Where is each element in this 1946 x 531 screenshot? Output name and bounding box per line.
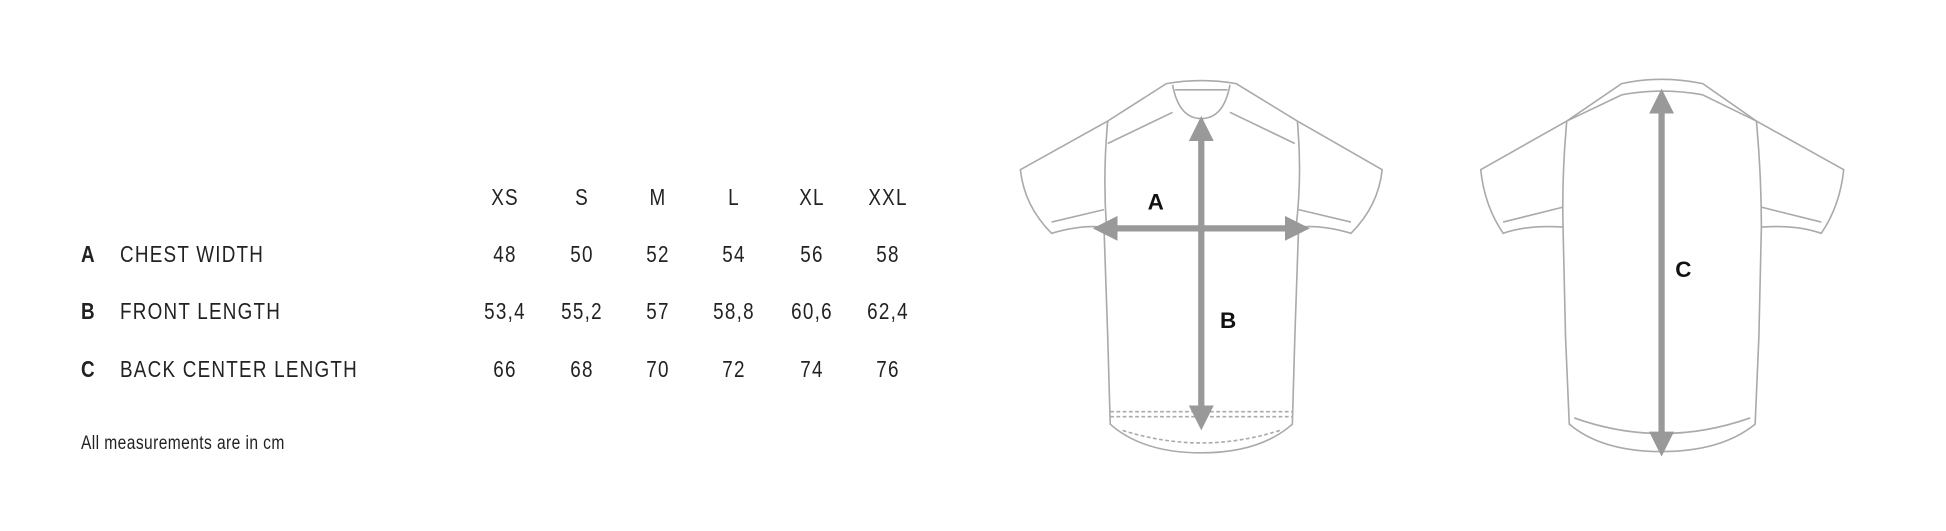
cell-value: 48 — [493, 241, 517, 267]
cell-value: 56 — [800, 241, 824, 267]
size-header-l: L — [728, 184, 740, 210]
label-c: C — [1675, 257, 1691, 282]
cell-value: 52 — [646, 241, 670, 267]
cell-value: 55,2 — [561, 298, 603, 324]
label-a: A — [1148, 190, 1164, 215]
cell-value: 57 — [646, 298, 670, 324]
cell-value: 66 — [493, 356, 517, 382]
cell-value: 58 — [876, 241, 900, 267]
label-b: B — [1220, 308, 1236, 333]
measurement-note: All measurements are in cm — [81, 433, 285, 454]
cell-value: 74 — [800, 356, 824, 382]
cell-value: 58,8 — [713, 298, 755, 324]
cell-value: 68 — [570, 356, 594, 382]
measurement-arrows — [1092, 88, 1675, 457]
row-key: A — [81, 241, 96, 267]
size-header-xxl: XXL — [868, 184, 908, 210]
cell-value: 53,4 — [484, 298, 526, 324]
cell-value: 72 — [722, 356, 746, 382]
cell-value: 60,6 — [791, 298, 833, 324]
size-header-s: S — [575, 184, 589, 210]
cell-value: 76 — [876, 356, 900, 382]
row-key: C — [81, 356, 96, 382]
row-key: B — [81, 298, 96, 324]
row-label: FRONT LENGTH — [120, 298, 282, 324]
row-label: CHEST WIDTH — [120, 241, 265, 267]
cell-value: 54 — [722, 241, 746, 267]
size-header-xs: XS — [491, 184, 519, 210]
cell-value: 62,4 — [867, 298, 909, 324]
row-label: BACK CENTER LENGTH — [120, 356, 359, 382]
cell-value: 50 — [570, 241, 594, 267]
cell-value: 70 — [646, 356, 670, 382]
size-header-xl: XL — [799, 184, 825, 210]
size-header-m: M — [649, 184, 667, 210]
